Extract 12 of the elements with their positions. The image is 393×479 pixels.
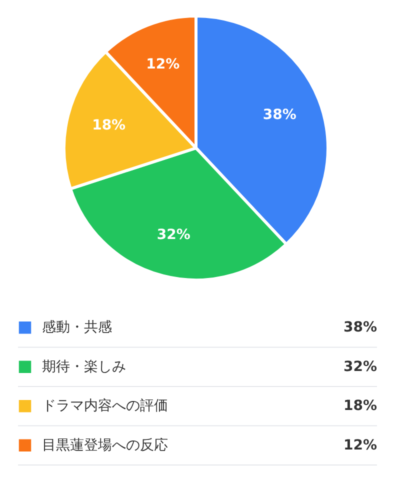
legend-label: 目黒蓮登場への反応 — [42, 437, 168, 454]
text: 38% — [343, 320, 377, 336]
text: 32% — [343, 358, 377, 375]
data-label: 38% — [262, 106, 296, 123]
text: 12% — [343, 437, 377, 454]
text: 18% — [343, 398, 377, 414]
legend-label: 感動・共感 — [42, 320, 112, 336]
data-label: 18% — [92, 118, 126, 134]
legend-label: ドラマ内容への評価 — [42, 398, 168, 414]
data-label: 32% — [156, 227, 190, 244]
legend-label: 期待・楽しみ — [42, 358, 126, 375]
data-label: 12% — [146, 56, 180, 72]
